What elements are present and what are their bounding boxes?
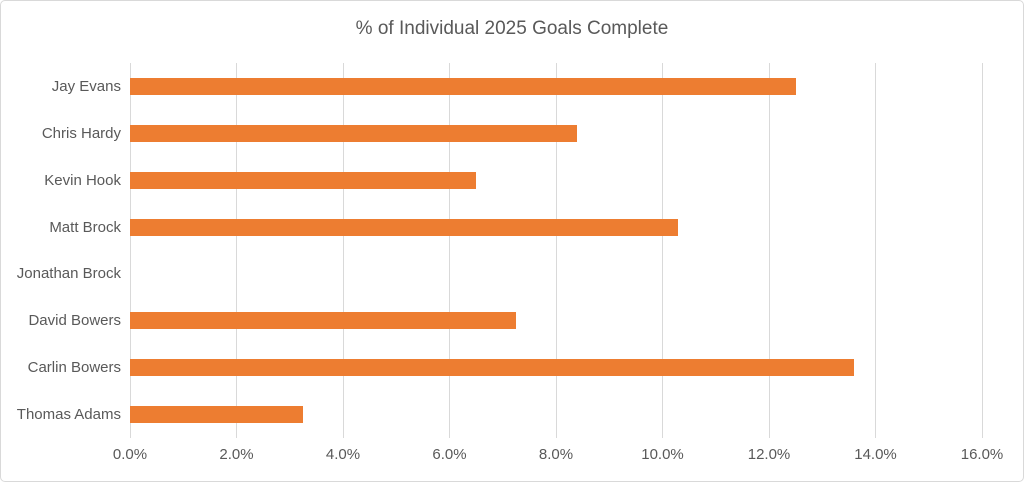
bar-matt-brock — [130, 218, 679, 236]
bar-thomas-adams — [130, 406, 304, 424]
gridline — [981, 63, 983, 438]
category-label: Jonathan Brock — [16, 265, 121, 283]
bar-jay-evans — [130, 77, 796, 95]
gridline — [555, 63, 557, 438]
x-tick-label: 2.0% — [219, 446, 254, 463]
bar-row — [130, 157, 982, 204]
category-label: Carlin Bowers — [27, 359, 121, 377]
bar-kevin-hook — [130, 171, 477, 189]
x-tick-label: 16.0% — [960, 446, 1004, 463]
plot-area — [129, 63, 983, 438]
bar-david-bowers — [130, 312, 517, 330]
x-tick-label: 6.0% — [432, 446, 467, 463]
category-axis: Jay Evans Chris Hardy Kevin Hook Matt Brock… — [1, 63, 121, 438]
bar-chris-hardy — [130, 124, 578, 142]
gridline — [662, 63, 663, 438]
x-tick-label: 4.0% — [325, 446, 361, 463]
category-label: Matt Brock — [49, 218, 121, 236]
x-tick-label: 0.0% — [112, 446, 148, 463]
category-label: Thomas Adams — [16, 406, 121, 424]
value-axis: 0.0% 2.0% 4.0% 6.0% 8.0% 10.0% 12.0% 14.0% 16.0% — [113, 446, 1003, 468]
gridline — [449, 63, 450, 438]
gridline — [875, 63, 876, 438]
chart-title: % of Individual 2025 Goals Complete — [355, 18, 669, 39]
category-label: David Bowers — [28, 312, 121, 330]
bar-row — [130, 63, 982, 110]
bar-row — [130, 110, 982, 157]
category-label: Kevin Hook — [44, 171, 121, 189]
category-label: Chris Hardy — [41, 124, 121, 142]
x-tick-label: 14.0% — [854, 446, 897, 463]
x-tick-label: 12.0% — [747, 446, 791, 463]
gridline — [768, 63, 770, 438]
gridline — [342, 63, 344, 438]
bar-row — [130, 204, 982, 251]
category-label: Jay Evans — [51, 77, 121, 95]
bar-row — [130, 344, 982, 391]
gridline — [236, 63, 237, 438]
bar-carlin-bowers — [130, 359, 855, 377]
gridline — [129, 63, 131, 438]
bar-row — [130, 297, 982, 344]
x-tick-label: 10.0% — [641, 446, 684, 463]
bar-series — [130, 63, 982, 438]
x-tick-label: 8.0% — [538, 446, 574, 463]
bar-row — [130, 391, 982, 438]
bar-row — [130, 251, 982, 298]
